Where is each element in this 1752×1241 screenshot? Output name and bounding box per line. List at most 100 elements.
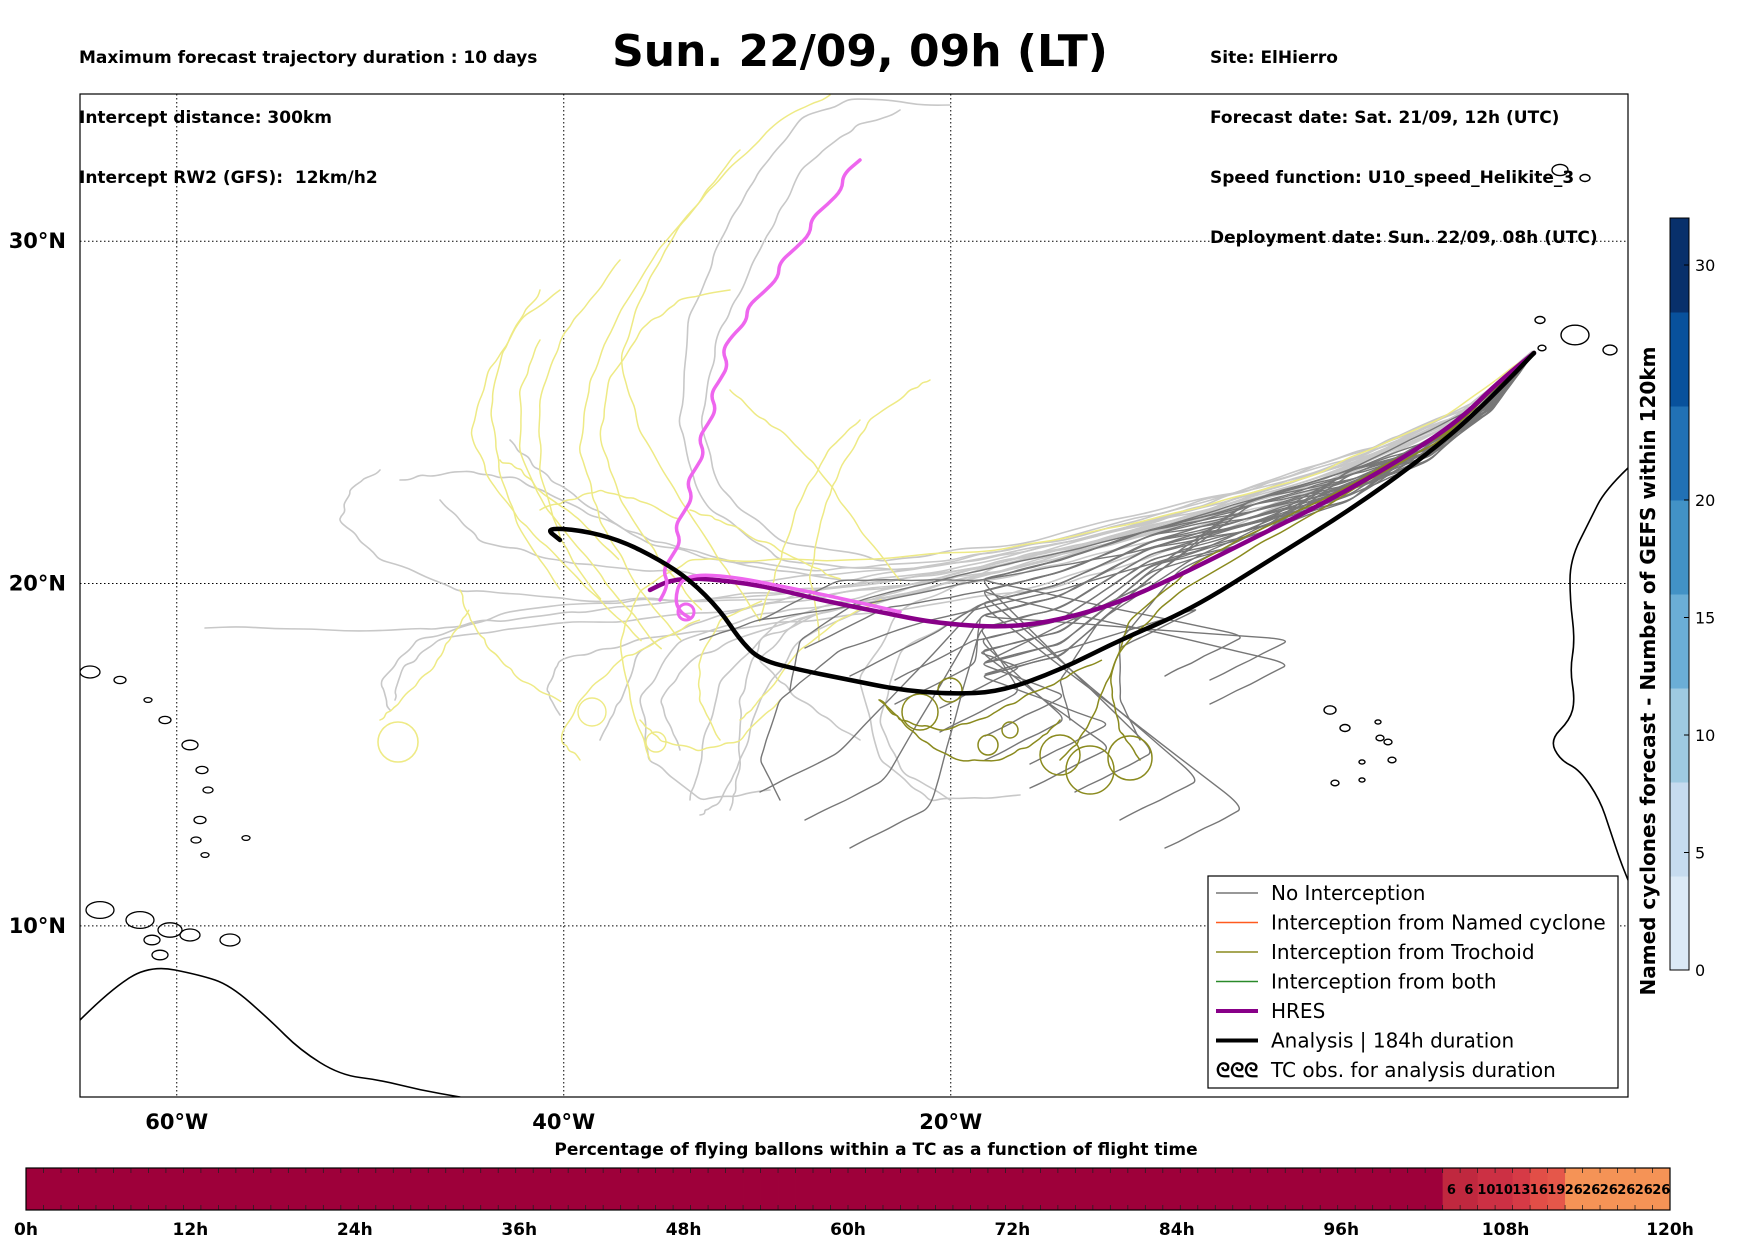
island-outline	[200, 851, 210, 859]
gefs-trajectory-faint	[700, 109, 1535, 562]
coastline-south-america	[80, 967, 461, 1097]
progress-tick-label: 84h	[1159, 1220, 1195, 1240]
colorbar-label: Named cyclones forecast - Number of GEFS…	[1636, 346, 1660, 996]
island-outline	[1602, 344, 1618, 356]
progress-cell	[1495, 1168, 1513, 1210]
lat-tick-label: 30°N	[9, 229, 66, 253]
gefs-trajectory-faint	[759, 353, 1535, 741]
map-frame	[79, 93, 1629, 1098]
progress-cell	[550, 1168, 569, 1210]
progress-cell	[1652, 1168, 1671, 1210]
progress-cell	[515, 1168, 534, 1210]
progress-cell	[253, 1168, 272, 1210]
lat-tick-label: 20°N	[9, 572, 66, 596]
progress-cell	[480, 1168, 499, 1210]
progress-cell	[760, 1168, 779, 1210]
colorbar-band	[1670, 594, 1689, 689]
progress-cell	[60, 1168, 79, 1210]
island-outline	[143, 934, 161, 946]
island-outline	[1387, 756, 1397, 764]
progress-cell	[690, 1168, 709, 1210]
progress-cell	[1145, 1168, 1164, 1210]
progress-cell	[1005, 1168, 1024, 1210]
progress-cell	[165, 1168, 184, 1210]
trochoid-trajectory-faint	[490, 289, 561, 590]
lon-tick-label: 20°W	[919, 1110, 982, 1134]
progress-cell	[725, 1168, 744, 1210]
progress-cell	[533, 1168, 552, 1210]
hres-loop	[676, 602, 696, 622]
progress-cell	[1127, 1168, 1146, 1210]
island-outline	[1375, 734, 1385, 742]
header-info-left: Maximum forecast trajectory duration : 1…	[79, 8, 537, 208]
trochoid-trajectory-faint	[639, 699, 781, 752]
legend-item: No Interception	[1216, 881, 1425, 905]
header-line: Maximum forecast trajectory duration : 1…	[79, 48, 538, 68]
trochoid-trajectory-faint	[499, 459, 620, 561]
colorbar-tick-label: 30	[1695, 256, 1715, 275]
progress-cell	[1565, 1168, 1583, 1210]
no-interception-trajectory	[939, 352, 1534, 709]
gefs-trajectory-faint	[660, 353, 1537, 751]
progress-cell	[1110, 1168, 1129, 1210]
colorbar-tick-label: 10	[1695, 726, 1715, 745]
trochoid-loop	[1065, 745, 1115, 795]
trochoid-trajectory-faint	[599, 289, 731, 611]
progress-cell	[778, 1168, 796, 1210]
trochoid-trajectory	[1059, 353, 1535, 761]
header-line: Forecast date: Sat. 21/09, 12h (UTC)	[1210, 108, 1560, 128]
progress-cell	[585, 1168, 604, 1210]
gefs-trajectory-faint	[509, 352, 1534, 572]
trochoid-loop	[1107, 735, 1153, 781]
map-title: Sun. 22/09, 09h (LT)	[612, 26, 1108, 77]
progress-cell	[1215, 1168, 1234, 1210]
progress-cell-value: 26	[1565, 1183, 1583, 1198]
lat-tick-label: 10°N	[9, 914, 66, 938]
progress-tick-label: 120h	[1646, 1220, 1694, 1240]
coastline-africa	[1552, 467, 1628, 881]
island-outline	[190, 836, 202, 844]
legend: No Interception Interception from Named c…	[1207, 875, 1619, 1089]
colorbar: 0 5 10 15 20 30	[1669, 217, 1715, 980]
header-line: Deployment date: Sun. 22/09, 08h (UTC)	[1210, 228, 1598, 248]
trochoid-loop-faint	[577, 697, 607, 727]
progress-cell	[1600, 1168, 1618, 1210]
progress-tick-label: 96h	[1323, 1220, 1359, 1240]
trochoid-loop	[937, 677, 963, 703]
progress-bar-title: Percentage of flying ballons within a TC…	[554, 1140, 1198, 1160]
island-outline	[113, 675, 127, 685]
progress-cell	[375, 1168, 394, 1210]
progress-cell	[1477, 1168, 1496, 1210]
progress-cell	[1302, 1168, 1321, 1210]
progress-cell	[26, 1168, 44, 1210]
progress-cell	[498, 1168, 517, 1210]
progress-cell	[1250, 1168, 1269, 1210]
trochoid-loop-faint	[645, 731, 667, 753]
trochoid-loop	[977, 734, 999, 756]
progress-cell	[1320, 1168, 1339, 1210]
trochoid-trajectory-faint	[620, 149, 760, 621]
progress-cell	[1285, 1168, 1304, 1210]
progress-tick-label: 108h	[1482, 1220, 1530, 1240]
progress-cell	[1057, 1168, 1076, 1210]
progress-cell	[43, 1168, 62, 1210]
trochoid-trajectory-faint	[689, 509, 841, 580]
lon-tick-label: 60°W	[145, 1110, 208, 1134]
legend-item: Analysis | 184h duration	[1216, 1029, 1514, 1053]
progress-cell	[1337, 1168, 1356, 1210]
progress-cell-value: 26	[1600, 1183, 1618, 1198]
progress-cell	[428, 1168, 447, 1210]
island-outline	[1560, 324, 1590, 346]
header-info-right: Site: ElHierro Forecast date: Sat. 21/09…	[1210, 8, 1598, 268]
island-outline	[125, 910, 155, 930]
island-outline	[1537, 344, 1547, 352]
island-outline	[1374, 719, 1382, 725]
trochoid-trajectory-faint	[538, 259, 621, 600]
island-outline	[151, 949, 169, 961]
progress-cell	[200, 1168, 219, 1210]
progress-cell	[1092, 1168, 1111, 1210]
progress-cell	[830, 1168, 849, 1210]
legend-item: Interception from both	[1216, 970, 1497, 994]
gefs-trajectory-faint	[394, 352, 1536, 701]
